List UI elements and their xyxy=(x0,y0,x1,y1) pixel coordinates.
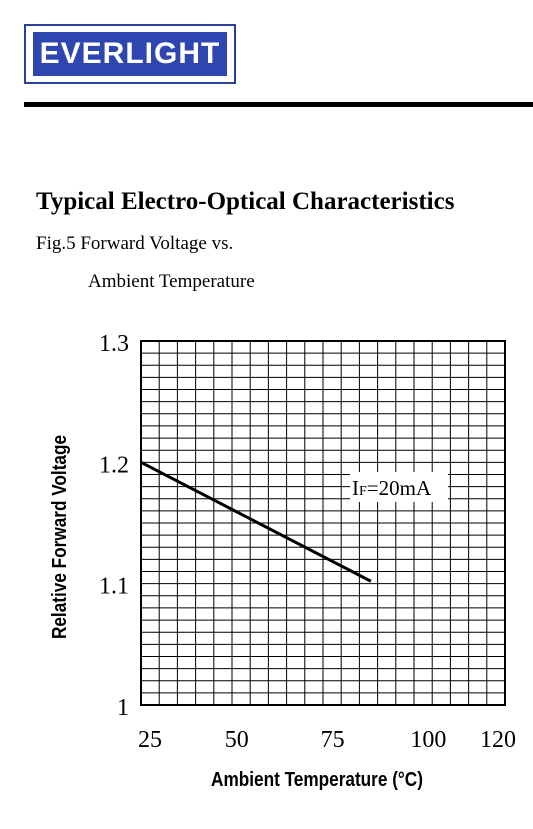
brand-logo-plate: EVERLIGHT xyxy=(33,32,227,76)
annotation-if-current: IF=20mA xyxy=(352,476,432,500)
plot-frame xyxy=(140,340,506,706)
x-tick-label: 50 xyxy=(225,727,249,753)
annotation-group: IF=20mA xyxy=(350,472,448,502)
annotation-background xyxy=(350,472,448,502)
y-tick-label: 1.1 xyxy=(99,574,129,600)
y-tick-label: 1 xyxy=(117,695,129,721)
x-tick-label: 75 xyxy=(321,727,345,753)
series-line xyxy=(140,461,372,583)
series-group xyxy=(140,461,372,583)
figure-caption-line2: Ambient Temperature xyxy=(88,271,255,292)
y-axis-label: Relative Forward Voltage xyxy=(48,435,71,639)
figure-caption-line1: Fig.5 Forward Voltage vs. xyxy=(36,233,234,254)
section-title: Typical Electro-Optical Characteristics xyxy=(36,188,455,215)
x-tick-label: 100 xyxy=(410,727,446,753)
y-tick-label: 1.3 xyxy=(99,331,129,357)
x-tick-label: 25 xyxy=(138,727,162,753)
chart-grid xyxy=(141,341,505,705)
y-tick-label: 1.2 xyxy=(99,452,129,478)
x-axis-label: Ambient Temperature (°C) xyxy=(211,768,423,791)
header-rule xyxy=(24,102,533,107)
brand-logo: EVERLIGHT xyxy=(24,24,236,84)
x-tick-label: 120 xyxy=(480,727,516,753)
brand-logo-text: EVERLIGHT xyxy=(39,37,221,70)
tick-labels: 25 50 75 100 120 1 1.1 1.2 1.3 xyxy=(99,331,516,753)
